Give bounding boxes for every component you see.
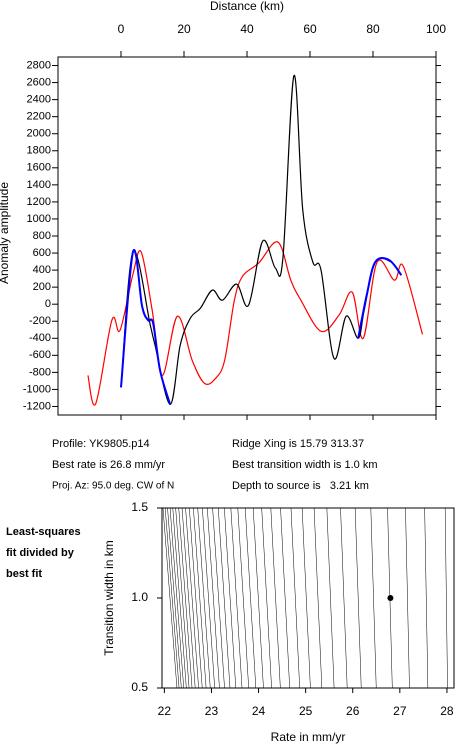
info-text: Proj. Az: 95.0 deg. CW of N (52, 481, 174, 492)
y-tick-label: -400 (29, 332, 51, 344)
contour-line (202, 507, 215, 689)
contour-line (178, 507, 193, 689)
y-axis-title: Transition width in km (102, 540, 116, 656)
y-tick-label: 1000 (27, 213, 51, 225)
y-tick-label: 1600 (27, 162, 51, 174)
y-tick-label: 400 (33, 264, 51, 276)
plot-frame (57, 56, 437, 416)
contour-line (224, 507, 237, 689)
y-tick-label: -600 (29, 349, 51, 361)
x-tick-label: 22 (158, 704, 172, 718)
y-tick-label: 0 (45, 298, 51, 310)
y-tick-label: 600 (33, 247, 51, 259)
side-note: Least-squares (6, 526, 81, 538)
info-text: Profile: YK9805.p14 (52, 438, 150, 450)
contour-line (167, 507, 182, 689)
contour-line (230, 507, 243, 689)
contour-line (237, 507, 249, 689)
side-note: best fit (6, 568, 42, 580)
x-tick-label: 28 (440, 704, 454, 718)
contour-line (313, 507, 323, 689)
plot-frame (161, 507, 455, 689)
info-text: Ridge Xing is 15.79 313.37 (232, 438, 364, 450)
y-tick-label: 1.0 (131, 590, 148, 604)
x-tick-label: 26 (346, 704, 360, 718)
contour-line (301, 507, 311, 689)
contour-line (405, 507, 410, 689)
contour-line (354, 507, 362, 689)
x-tick-label: 27 (393, 704, 407, 718)
contour-line (290, 507, 300, 689)
x-axis-title: Distance (km) (210, 0, 284, 13)
info-text: Best rate is 26.8 mm/yr (52, 459, 165, 471)
contour-line (340, 507, 348, 689)
contour-line (370, 507, 377, 689)
best-fit-point (387, 595, 394, 601)
contour-line (197, 507, 211, 689)
contour-line (424, 507, 429, 689)
y-tick-label: 1400 (27, 179, 51, 191)
y-tick-label: 1200 (27, 196, 51, 208)
contour-line (175, 507, 190, 689)
y-tick-label: 1800 (27, 145, 51, 157)
x-tick-label: 100 (426, 22, 446, 36)
x-tick-label: 23 (205, 704, 219, 718)
info-text: Depth to source is 3.21 km (232, 480, 369, 492)
y-tick-label: 2800 (27, 59, 51, 71)
info-text: Best transition width is 1.0 km (232, 459, 378, 471)
contour-line (212, 507, 225, 689)
y-tick-label: 0.5 (131, 680, 148, 694)
contour-line (181, 507, 196, 689)
contour-line (164, 507, 180, 689)
y-tick-label: -200 (29, 315, 51, 327)
y-tick-label: 2000 (27, 128, 51, 140)
y-tick-label: 800 (33, 230, 51, 242)
x-tick-label: 0 (118, 22, 125, 36)
contour-line (193, 507, 207, 689)
data-line (120, 74, 402, 406)
contour-line (185, 507, 199, 689)
contour-line (218, 507, 231, 689)
contour-line (444, 507, 448, 689)
x-tick-label: 40 (240, 22, 254, 36)
y-tick-label: 2200 (27, 111, 51, 123)
data-line (357, 257, 403, 339)
y-tick-label: 200 (33, 281, 51, 293)
x-tick-label: 25 (299, 704, 313, 718)
x-tick-label: 60 (303, 22, 317, 36)
y-tick-label: -1000 (23, 383, 51, 395)
data-line (120, 248, 172, 405)
contour-line (244, 507, 257, 689)
y-tick-label: 2400 (27, 94, 51, 106)
x-tick-label: 20 (177, 22, 191, 36)
x-tick-label: 24 (252, 704, 266, 718)
y-tick-label: 2600 (27, 76, 51, 88)
contour-line (172, 507, 187, 689)
contour-line (326, 507, 335, 689)
side-note: fit divided by (6, 547, 75, 559)
y-axis-title: Anomaly amplitude (0, 182, 11, 284)
contour-line (252, 507, 264, 689)
contour-line (280, 507, 290, 689)
contour-line (261, 507, 272, 689)
contour-line (162, 507, 178, 689)
y-tick-label: -800 (29, 366, 51, 378)
y-tick-label: -1200 (23, 400, 51, 412)
contour-line (189, 507, 203, 689)
contour-line (270, 507, 281, 689)
x-axis-title: Rate in mm/yr (271, 730, 346, 744)
contour-line (207, 507, 220, 689)
contour-line (169, 507, 184, 689)
x-tick-label: 80 (366, 22, 380, 36)
data-line (87, 241, 424, 406)
y-tick-label: 1.5 (131, 500, 148, 514)
